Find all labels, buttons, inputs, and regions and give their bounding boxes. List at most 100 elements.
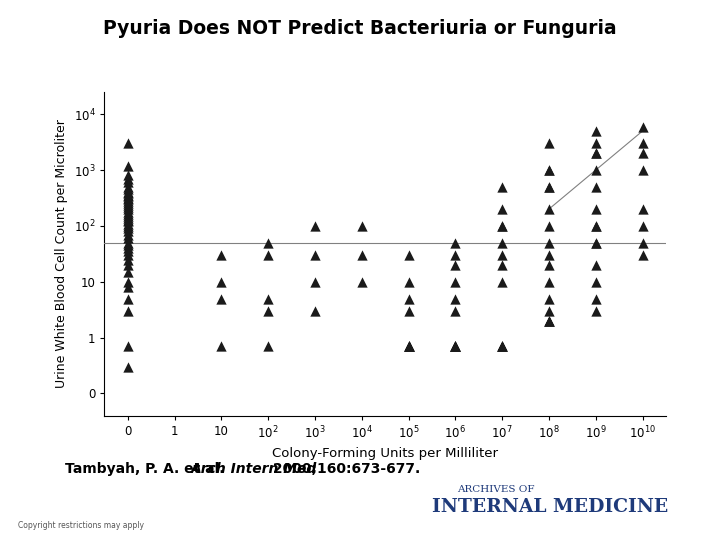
Point [216,251,228,259]
Point [122,342,134,350]
Point [590,127,602,136]
Y-axis label: Urine White Blood Cell Count per Microliter: Urine White Blood Cell Count per Microli… [55,119,68,388]
Point [122,174,134,183]
Point [356,221,367,230]
Point [544,166,555,174]
Point [122,192,134,200]
Point [496,205,508,213]
Point [122,307,134,315]
Point [544,316,555,325]
Point [590,183,602,191]
Point [122,178,134,187]
Point [544,238,555,247]
Point [449,342,461,350]
Point [122,205,134,213]
Point [310,251,321,259]
Point [122,189,134,198]
Point [544,261,555,269]
Point [496,278,508,286]
Point [496,251,508,259]
Point [262,238,274,247]
Point [122,217,134,226]
Point [402,342,414,350]
Point [449,342,461,350]
Point [402,251,414,259]
Point [122,212,134,220]
Text: Arch Intern Med: Arch Intern Med [191,462,317,476]
Point [590,205,602,213]
Point [636,166,648,174]
Point [122,219,134,228]
Point [122,193,134,202]
Point [122,294,134,303]
Point [544,316,555,325]
Point [262,342,274,350]
Point [122,198,134,207]
Point [262,251,274,259]
Point [122,268,134,276]
Point [122,171,134,180]
Point [122,213,134,222]
Point [216,294,228,303]
Point [544,307,555,315]
X-axis label: Colony-Forming Units per Milliliter: Colony-Forming Units per Milliliter [272,447,498,460]
Point [262,294,274,303]
Point [122,241,134,249]
Point [590,221,602,230]
Point [544,183,555,191]
Point [402,342,414,350]
Point [122,227,134,235]
Point [122,283,134,292]
Point [590,238,602,247]
Point [122,278,134,286]
Text: INTERNAL MEDICINE: INTERNAL MEDICINE [432,498,668,516]
Point [216,342,228,350]
Point [356,251,367,259]
Point [122,255,134,264]
Point [122,200,134,209]
Point [544,166,555,174]
Point [449,294,461,303]
Point [590,307,602,315]
Point [496,221,508,230]
Point [496,342,508,350]
Point [310,221,321,230]
Text: Tambyah, P. A. et al.: Tambyah, P. A. et al. [65,462,229,476]
Point [636,139,648,147]
Point [590,166,602,174]
Point [122,234,134,242]
Point [496,183,508,191]
Point [310,278,321,286]
Point [122,230,134,239]
Point [122,362,134,371]
Point [402,342,414,350]
Point [122,202,134,211]
Point [544,251,555,259]
Point [402,278,414,286]
Point [496,342,508,350]
Point [122,244,134,252]
Point [122,207,134,216]
Point [590,278,602,286]
Point [310,307,321,315]
Point [262,307,274,315]
Point [402,342,414,350]
Point [636,205,648,213]
Text: 2000;160:673-677.: 2000;160:673-677. [268,462,420,476]
Point [590,149,602,158]
Point [449,342,461,350]
Point [122,247,134,255]
Point [590,261,602,269]
Point [449,238,461,247]
Point [590,221,602,230]
Point [496,261,508,269]
Point [122,183,134,191]
Point [122,210,134,219]
Point [356,278,367,286]
Point [544,221,555,230]
Text: Copyright restrictions may apply: Copyright restrictions may apply [18,521,144,530]
Point [122,221,134,230]
Point [544,294,555,303]
Point [402,294,414,303]
Point [122,238,134,247]
